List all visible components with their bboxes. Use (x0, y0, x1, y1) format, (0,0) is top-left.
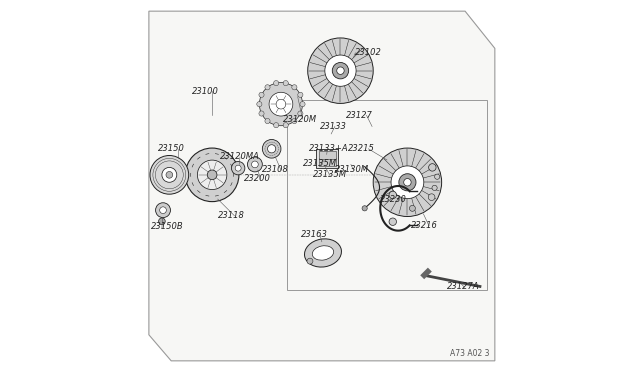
Text: 23135M: 23135M (312, 170, 347, 179)
Circle shape (428, 194, 435, 201)
Circle shape (259, 111, 264, 116)
Circle shape (162, 167, 177, 182)
Circle shape (273, 123, 279, 128)
Text: 23150B: 23150B (151, 222, 184, 231)
Circle shape (232, 161, 245, 175)
Text: 23135M: 23135M (303, 159, 337, 168)
Circle shape (166, 171, 173, 178)
Circle shape (362, 206, 367, 211)
Circle shape (389, 218, 397, 225)
Text: 23216: 23216 (411, 221, 438, 230)
Text: 23118: 23118 (218, 211, 244, 220)
Polygon shape (149, 11, 495, 361)
Circle shape (399, 174, 416, 191)
Text: A73 A02 3: A73 A02 3 (450, 349, 489, 358)
Circle shape (269, 92, 293, 116)
Ellipse shape (312, 246, 333, 260)
Circle shape (235, 165, 241, 171)
Circle shape (257, 102, 262, 107)
Text: 23100: 23100 (191, 87, 218, 96)
Circle shape (325, 55, 356, 86)
FancyBboxPatch shape (319, 151, 335, 159)
Text: 23102: 23102 (355, 48, 382, 57)
Circle shape (404, 179, 411, 186)
FancyBboxPatch shape (316, 149, 338, 168)
Circle shape (298, 111, 303, 116)
Text: 23215: 23215 (348, 144, 375, 153)
Circle shape (410, 205, 415, 211)
Circle shape (259, 92, 264, 97)
Circle shape (283, 123, 289, 128)
Circle shape (268, 145, 276, 153)
Circle shape (197, 160, 227, 190)
Circle shape (156, 203, 170, 218)
Circle shape (265, 85, 270, 90)
Circle shape (259, 83, 303, 126)
Text: 23120M: 23120M (283, 115, 317, 124)
Circle shape (159, 218, 165, 225)
Circle shape (273, 80, 279, 86)
Text: 23200: 23200 (244, 174, 271, 183)
Circle shape (159, 207, 166, 214)
Text: 23120MA: 23120MA (220, 152, 259, 161)
Circle shape (337, 67, 344, 74)
Circle shape (262, 140, 281, 158)
Text: 23230: 23230 (380, 195, 406, 203)
Circle shape (265, 118, 270, 124)
Text: 23133: 23133 (320, 122, 347, 131)
Circle shape (186, 148, 239, 202)
Circle shape (292, 118, 297, 124)
Circle shape (432, 185, 437, 190)
Circle shape (429, 164, 436, 171)
Circle shape (435, 174, 440, 179)
Circle shape (308, 38, 373, 103)
Text: 23133+A: 23133+A (309, 144, 348, 153)
Circle shape (283, 80, 289, 86)
Circle shape (292, 85, 297, 90)
Polygon shape (287, 100, 488, 290)
Text: 23127: 23127 (346, 111, 373, 120)
Ellipse shape (305, 239, 342, 267)
Circle shape (276, 99, 286, 109)
Text: 23108: 23108 (262, 165, 289, 174)
Text: 23163: 23163 (301, 230, 328, 239)
Circle shape (150, 155, 189, 194)
Circle shape (207, 170, 217, 180)
Circle shape (391, 166, 424, 199)
Circle shape (298, 92, 303, 97)
Circle shape (252, 161, 259, 168)
Circle shape (389, 191, 397, 199)
Circle shape (307, 258, 313, 264)
Circle shape (373, 148, 442, 217)
Circle shape (332, 62, 349, 79)
Text: 23130M: 23130M (335, 165, 369, 174)
FancyBboxPatch shape (319, 158, 335, 166)
Text: 23127A: 23127A (447, 282, 479, 291)
Circle shape (248, 157, 262, 172)
Text: 23150: 23150 (158, 144, 185, 153)
Circle shape (300, 102, 305, 107)
